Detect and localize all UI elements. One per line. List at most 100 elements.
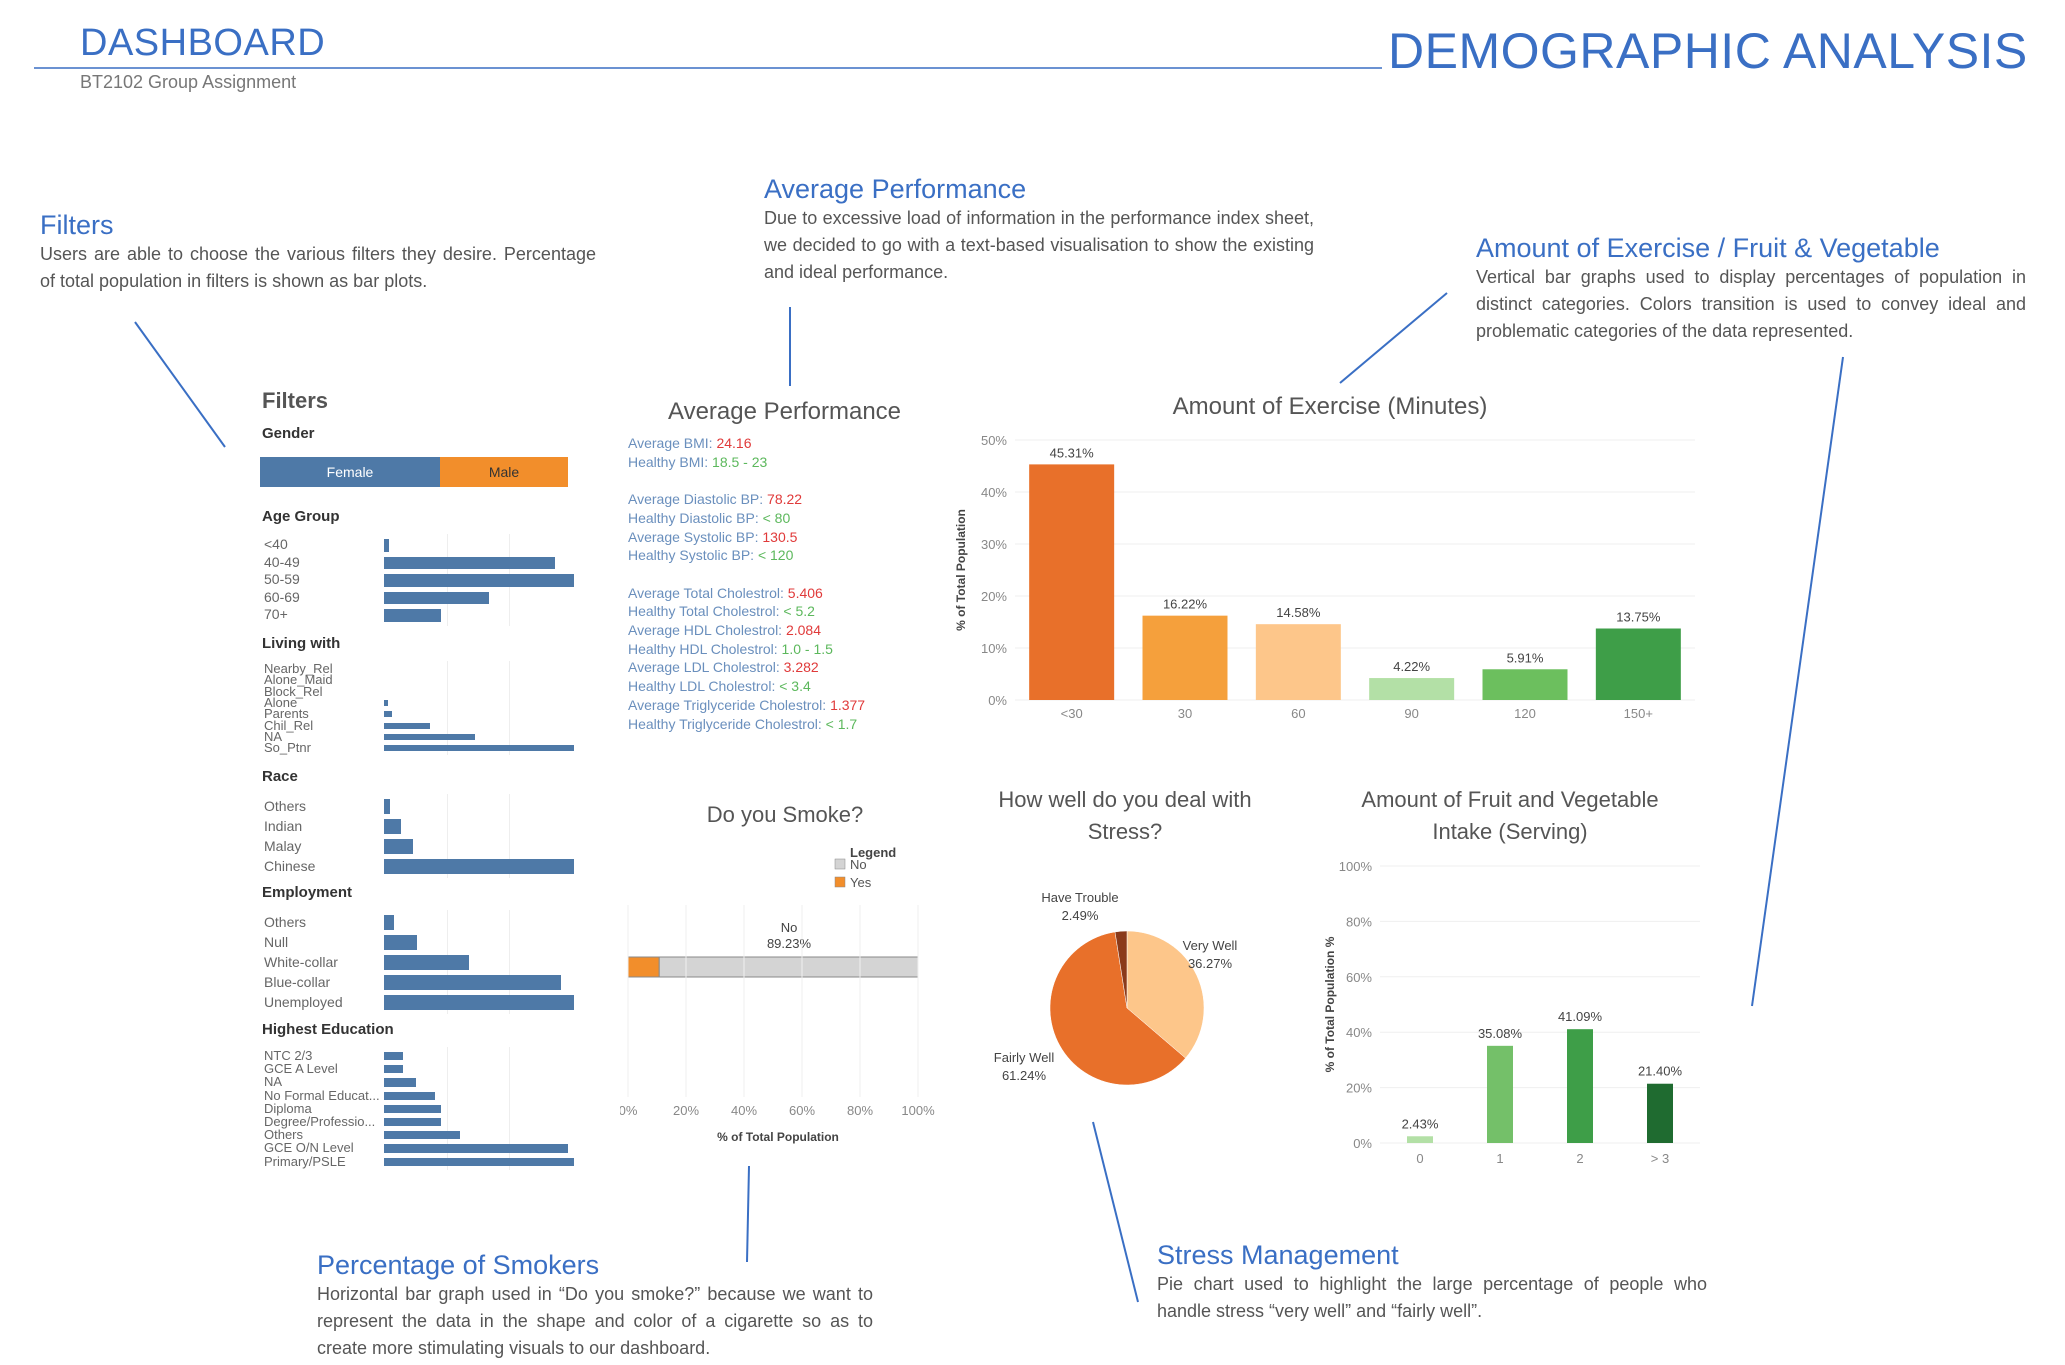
performance-metric: Average Diastolic BP: 78.22 (628, 490, 865, 509)
filter-item-label[interactable]: Block_Rel (264, 683, 323, 699)
x-tick-label: 30 (1178, 706, 1192, 721)
filter-bar[interactable] (384, 733, 476, 741)
y-tick-label: 10% (981, 641, 1007, 656)
y-axis-label: % of Total Population (954, 509, 968, 631)
filter-item-label[interactable]: Blue-collar (264, 974, 331, 990)
filter-item-label[interactable]: Others (264, 1127, 304, 1143)
metric-label: Average LDL Cholestrol: (628, 659, 784, 676)
x-tick-label: 0% (620, 1103, 638, 1118)
filter-item-label[interactable]: Degree/Professio... (264, 1114, 376, 1129)
x-tick-label: 90 (1404, 706, 1418, 721)
filter-item-label[interactable]: NA (264, 728, 283, 744)
filter-item-label[interactable]: Null (264, 934, 289, 950)
filter-item-label[interactable]: So_Ptnr (264, 740, 311, 756)
metric-value: 18.5 - 23 (712, 453, 768, 470)
filter-bar[interactable] (384, 799, 390, 814)
filter-bar[interactable] (384, 995, 574, 1010)
filter-item-label[interactable]: Alone_Maid (264, 672, 333, 688)
bar (1369, 678, 1455, 700)
x-tick-label: 100% (901, 1103, 935, 1118)
filter-bar[interactable] (384, 1157, 574, 1166)
filter-item-label[interactable]: Chil_Rel (264, 717, 314, 733)
filters-annotation: Filters Users are able to choose the var… (40, 210, 596, 295)
metric-label: Healthy HDL Cholestrol: (628, 640, 782, 657)
slice-label: Very Well (1183, 938, 1238, 953)
filter-item-label[interactable]: Indian (264, 818, 303, 834)
filter-bar[interactable] (384, 1065, 403, 1074)
filter-item-label[interactable]: Chinese (264, 858, 316, 874)
filter-bar[interactable] (384, 722, 430, 729)
filter-item-label[interactable]: 70+ (264, 606, 288, 622)
filter-bar[interactable] (384, 935, 417, 950)
filter-bar[interactable] (384, 574, 574, 587)
filter-item-label[interactable]: 50-59 (264, 571, 300, 587)
bar-label: 89.23% (767, 936, 812, 951)
filter-item-label[interactable]: Primary/PSLE (264, 1153, 346, 1169)
slice-label: Have Trouble (1041, 890, 1118, 905)
bar (1407, 1136, 1433, 1143)
gender-female-button[interactable]: Female (260, 457, 440, 487)
performance-metric: Average HDL Cholestrol: 2.084 (628, 621, 865, 640)
filter-bar[interactable] (384, 1052, 403, 1061)
gender-male-button[interactable]: Male (440, 457, 568, 487)
filter-bar[interactable] (384, 859, 574, 874)
filter-bar[interactable] (384, 975, 561, 990)
data-label: 4.22% (1393, 659, 1430, 674)
data-label: 35.08% (1478, 1026, 1523, 1041)
filter-item-label[interactable]: Nearby_Rel (264, 661, 333, 676)
data-label: 14.58% (1276, 605, 1321, 620)
metric-value: 24.16 (716, 435, 752, 451)
annotation-text: Pie chart used to highlight the large pe… (1157, 1274, 1707, 1321)
filter-item-label[interactable]: White-collar (264, 954, 338, 970)
annotation-title: Filters (40, 210, 114, 240)
filter-bar[interactable] (384, 609, 441, 622)
filter-bar[interactable] (384, 915, 394, 930)
filter-item-label[interactable]: Parents (264, 706, 309, 722)
filter-bar[interactable] (384, 839, 413, 854)
filter-bar[interactable] (384, 1104, 441, 1113)
filter-bar[interactable] (384, 955, 470, 970)
x-tick-label: > 3 (1651, 1151, 1669, 1166)
filter-item-label[interactable]: GCE A Level (264, 1061, 338, 1077)
pie-slice (1114, 930, 1128, 1009)
filter-item-label[interactable]: Alone (264, 694, 298, 710)
x-axis-label: % of Total Population (717, 1130, 839, 1144)
stress-pointer (1092, 1121, 1139, 1303)
performance-metric: Average LDL Cholestrol: 3.282 (628, 658, 865, 677)
filter-item-label[interactable]: Others (264, 798, 307, 814)
filter-bar[interactable] (384, 539, 389, 552)
filter-bar[interactable] (384, 699, 388, 707)
filter-section-label: Age Group (262, 508, 340, 525)
filter-bar[interactable] (384, 745, 574, 752)
filter-item-label[interactable]: NTC 2/3 (264, 1048, 313, 1063)
filter-item-label[interactable]: Unemployed (264, 994, 343, 1010)
filter-item-label[interactable]: Others (264, 914, 307, 930)
filter-bar[interactable] (384, 1118, 441, 1127)
filter-bar[interactable] (384, 591, 489, 604)
y-tick-label: 0% (988, 693, 1007, 708)
filter-item-label[interactable]: 40-49 (264, 553, 300, 570)
filter-item-label[interactable]: <40 (264, 536, 288, 552)
filter-item-label[interactable]: No Formal Educat... (264, 1087, 380, 1103)
filter-bar[interactable] (384, 711, 392, 718)
y-tick-label: 20% (981, 589, 1007, 604)
filter-bar[interactable] (384, 1091, 435, 1100)
filter-item-label[interactable]: 60-69 (264, 588, 300, 605)
annotation-text: Due to excessive load of information in … (764, 208, 1314, 282)
filter-bar[interactable] (384, 556, 555, 569)
filter-section-label: Living with (262, 635, 341, 652)
filter-bar[interactable] (384, 1131, 460, 1140)
filter-bar[interactable] (384, 819, 402, 834)
filter-item-label[interactable]: Diploma (264, 1100, 312, 1116)
x-tick-label: <30 (1061, 706, 1083, 721)
y-axis-label: % of Total Population % (1323, 936, 1337, 1072)
filter-item-label[interactable]: NA (264, 1074, 283, 1090)
stress-annotation: Stress Management Pie chart used to high… (1157, 1240, 1707, 1325)
performance-metric: Average BMI: 24.16 (628, 434, 865, 453)
filter-item-label[interactable]: GCE O/N Level (264, 1140, 354, 1156)
bar (1029, 464, 1115, 700)
filter-item-label[interactable]: Malay (264, 838, 302, 854)
filter-bar[interactable] (384, 1078, 416, 1087)
filter-bar[interactable] (384, 1144, 568, 1153)
